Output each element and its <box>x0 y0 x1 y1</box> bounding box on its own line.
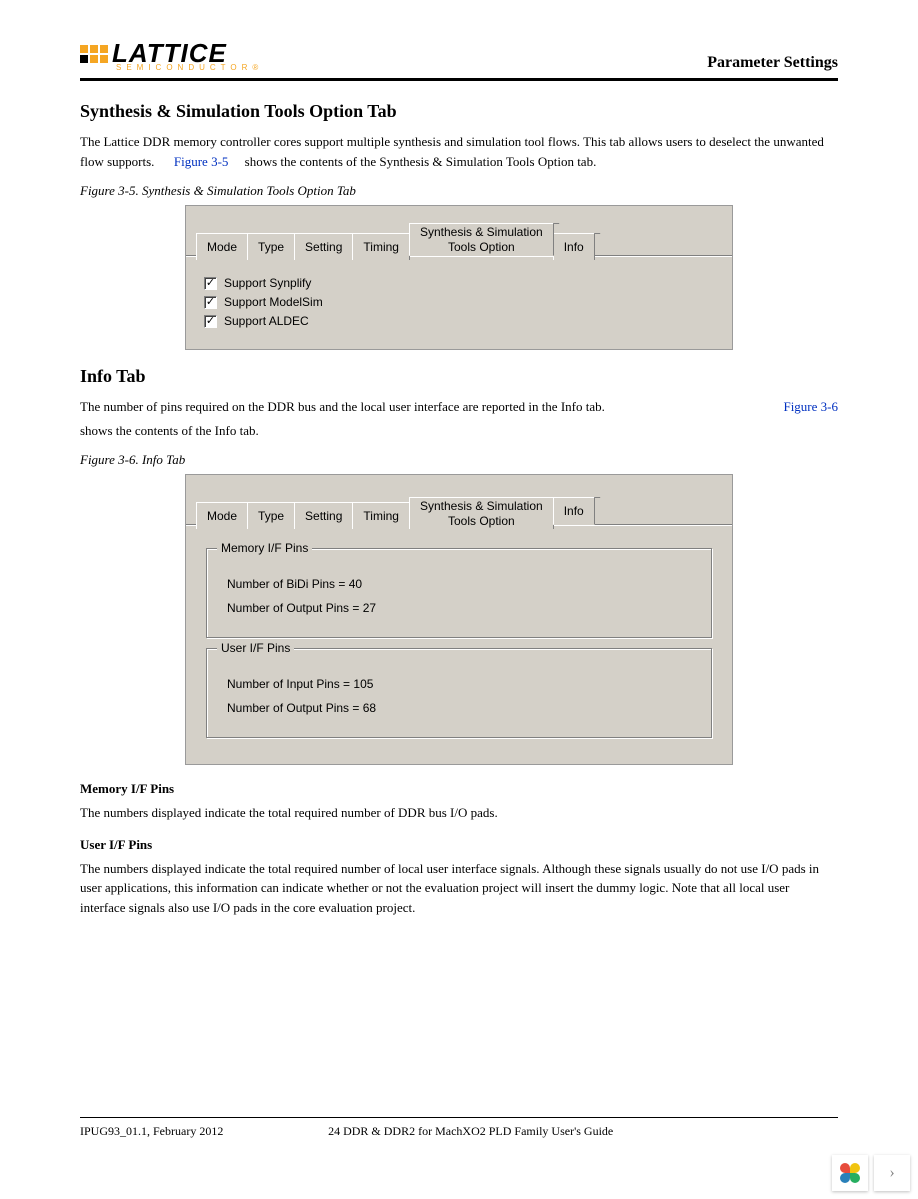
groupbox-legend: User I/F Pins <box>217 641 294 655</box>
tabstrip: Mode Type Setting Timing Synthesis & Sim… <box>186 206 732 256</box>
section-title-info-tab: Info Tab <box>80 366 838 387</box>
viewer-toolbar: › <box>832 1155 910 1191</box>
header-section-title: Parameter Settings <box>707 54 838 72</box>
tab-mode[interactable]: Mode <box>196 233 248 260</box>
page-footer: IPUG93_01.1, February 2012 24 DDR & DDR2… <box>80 1118 838 1139</box>
figure-3-5-link[interactable]: Figure 3-5 <box>174 154 229 169</box>
pin-count-input: Number of Input Pins = 105 <box>227 677 691 691</box>
section2-paragraph: The number of pins required on the DDR b… <box>80 397 838 417</box>
logo-dot <box>90 55 98 63</box>
tab-setting[interactable]: Setting <box>294 502 353 529</box>
page-header: LATTICE SEMICONDUCTOR® Parameter Setting… <box>80 40 838 81</box>
subheading-user-if: User I/F Pins <box>80 837 838 853</box>
tab-type[interactable]: Type <box>247 233 295 260</box>
logo-dot <box>90 45 98 53</box>
footer-left: IPUG93_01.1, February 2012 <box>80 1124 223 1139</box>
footer-center: 24 DDR & DDR2 for MachXO2 PLD Family Use… <box>223 1124 718 1139</box>
figure-3-6-link[interactable]: Figure 3-6 <box>783 397 838 417</box>
tab-info[interactable]: Info <box>553 233 595 260</box>
viewer-logo-button[interactable] <box>832 1155 868 1191</box>
tab-timing[interactable]: Timing <box>352 233 410 260</box>
checkbox-synplify[interactable]: ✓ <box>204 277 217 290</box>
checkbox-label: Support ModelSim <box>224 295 323 309</box>
subheading-memory-if: Memory I/F Pins <box>80 781 838 797</box>
pin-count-output: Number of Output Pins = 68 <box>227 701 691 715</box>
petal <box>850 1173 860 1183</box>
checkbox-modelsim[interactable]: ✓ <box>204 296 217 309</box>
memory-if-text: The numbers displayed indicate the total… <box>80 803 838 823</box>
pin-count-bidi: Number of BiDi Pins = 40 <box>227 577 691 591</box>
tab-type[interactable]: Type <box>247 502 295 529</box>
logo-dot <box>100 55 108 63</box>
checkbox-label: Support Synplify <box>224 276 311 290</box>
chevron-right-icon: › <box>889 1164 894 1182</box>
figure-3-6-caption: Figure 3-6. Info Tab <box>80 452 838 468</box>
tab-info[interactable]: Info <box>553 497 595 525</box>
section1-text-b: shows the contents of the Synthesis & Si… <box>245 154 597 169</box>
groupbox-memory-if: Memory I/F Pins Number of BiDi Pins = 40… <box>206 548 712 638</box>
pin-count-output: Number of Output Pins = 27 <box>227 601 691 615</box>
figure-3-5-caption: Figure 3-5. Synthesis & Simulation Tools… <box>80 183 838 199</box>
checkbox-label: Support ALDEC <box>224 314 309 328</box>
pinwheel-icon <box>840 1163 860 1183</box>
tab-mode[interactable]: Mode <box>196 502 248 529</box>
figure-3-6-panel: Mode Type Setting Timing Synthesis & Sim… <box>185 474 733 765</box>
lattice-logo: LATTICE SEMICONDUCTOR® <box>80 40 263 72</box>
groupbox-user-if: User I/F Pins Number of Input Pins = 105… <box>206 648 712 738</box>
panel-body-info: Memory I/F Pins Number of BiDi Pins = 40… <box>186 525 732 764</box>
tab-synth-sim[interactable]: Synthesis & SimulationTools Option <box>409 497 554 529</box>
tabstrip: Mode Type Setting Timing Synthesis & Sim… <box>186 475 732 525</box>
tab-synth-sim[interactable]: Synthesis & SimulationTools Option <box>409 223 554 256</box>
section2-text-a: The number of pins required on the DDR b… <box>80 399 605 414</box>
logo-dot <box>80 45 88 53</box>
groupbox-legend: Memory I/F Pins <box>217 541 312 555</box>
section2-text-b: shows the contents of the Info tab. <box>80 421 838 441</box>
tab-setting[interactable]: Setting <box>294 233 353 260</box>
petal <box>840 1173 850 1183</box>
logo-dot <box>100 45 108 53</box>
user-if-text: The numbers displayed indicate the total… <box>80 859 838 918</box>
section1-paragraph: The Lattice DDR memory controller cores … <box>80 132 838 171</box>
panel-body-synth: ✓ Support Synplify ✓ Support ModelSim ✓ … <box>186 256 732 349</box>
logo-dot <box>80 55 88 63</box>
petal <box>850 1163 860 1173</box>
tab-timing[interactable]: Timing <box>352 502 410 529</box>
section-title-synth-sim: Synthesis & Simulation Tools Option Tab <box>80 101 838 122</box>
checkbox-row-aldec: ✓ Support ALDEC <box>204 314 714 328</box>
checkbox-row-modelsim: ✓ Support ModelSim <box>204 295 714 309</box>
petal <box>840 1163 850 1173</box>
figure-3-5-panel: Mode Type Setting Timing Synthesis & Sim… <box>185 205 733 350</box>
next-page-button[interactable]: › <box>874 1155 910 1191</box>
logo-subtext: SEMICONDUCTOR® <box>116 64 263 72</box>
logo-dots <box>80 45 108 63</box>
checkbox-aldec[interactable]: ✓ <box>204 315 217 328</box>
checkbox-row-synplify: ✓ Support Synplify <box>204 276 714 290</box>
